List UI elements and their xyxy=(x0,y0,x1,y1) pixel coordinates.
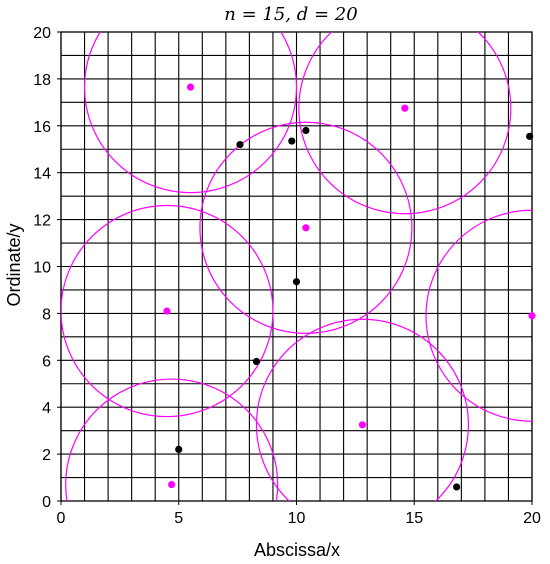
plot-area xyxy=(60,31,533,502)
x-axis-label: Abscissa/x xyxy=(254,540,340,560)
y-tick-label: 20 xyxy=(33,25,51,42)
x-tick-label: 15 xyxy=(405,510,423,527)
circles-layer xyxy=(61,32,532,501)
coverage-circle xyxy=(199,121,413,334)
x-tick-label: 10 xyxy=(288,510,306,527)
y-axis-label: Ordinate/y xyxy=(4,223,24,306)
magenta-point xyxy=(358,421,367,429)
black-point xyxy=(288,137,296,145)
coverage-circle xyxy=(425,209,532,422)
points-layer xyxy=(163,83,536,491)
black-point xyxy=(292,278,301,286)
black-point xyxy=(175,445,183,454)
black-point xyxy=(453,483,461,491)
chart-title: n = 15, d = 20 xyxy=(224,4,357,25)
coverage-circle xyxy=(298,32,512,215)
y-tick-label: 14 xyxy=(33,166,51,183)
black-point xyxy=(526,132,534,140)
magenta-point xyxy=(168,480,176,489)
ticks-layer: 0 5 10 15 20 0 2 4 6 8 10 12 14 16 18 20 xyxy=(33,25,541,527)
y-tick-label: 8 xyxy=(42,306,51,323)
black-point xyxy=(302,126,310,135)
y-tick-label: 4 xyxy=(42,400,51,417)
y-tick-label: 12 xyxy=(33,213,51,230)
magenta-point xyxy=(302,224,310,232)
coverage-circle xyxy=(61,204,274,418)
coverage-circle xyxy=(83,32,298,194)
coverage-circle xyxy=(255,318,469,501)
y-tick-label: 2 xyxy=(42,447,51,464)
x-tick-label: 20 xyxy=(523,510,541,527)
black-point xyxy=(252,357,261,366)
y-tick-label: 18 xyxy=(33,72,51,89)
coverage-circle xyxy=(65,378,279,501)
y-tick-label: 16 xyxy=(33,119,51,136)
y-tick-label: 6 xyxy=(42,353,51,370)
black-point xyxy=(236,140,244,149)
magenta-point xyxy=(163,307,171,315)
magenta-point xyxy=(401,104,409,112)
y-tick-label: 10 xyxy=(33,260,51,277)
x-tick-label: 5 xyxy=(174,510,183,527)
x-tick-label: 0 xyxy=(57,510,66,527)
magenta-point xyxy=(186,83,195,91)
magenta-point xyxy=(528,312,536,320)
y-tick-label: 0 xyxy=(42,494,51,511)
